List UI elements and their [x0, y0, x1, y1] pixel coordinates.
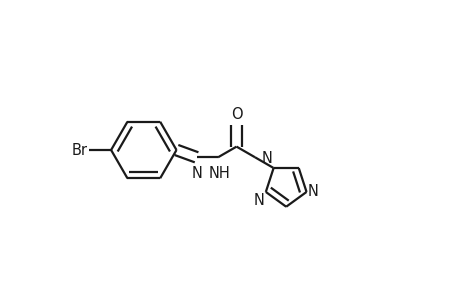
Text: N: N: [191, 166, 202, 181]
Text: N: N: [261, 151, 272, 166]
Text: N: N: [253, 194, 264, 208]
Text: NH: NH: [208, 166, 230, 181]
Text: O: O: [230, 107, 242, 122]
Text: N: N: [308, 184, 318, 199]
Text: Br: Br: [72, 142, 88, 158]
